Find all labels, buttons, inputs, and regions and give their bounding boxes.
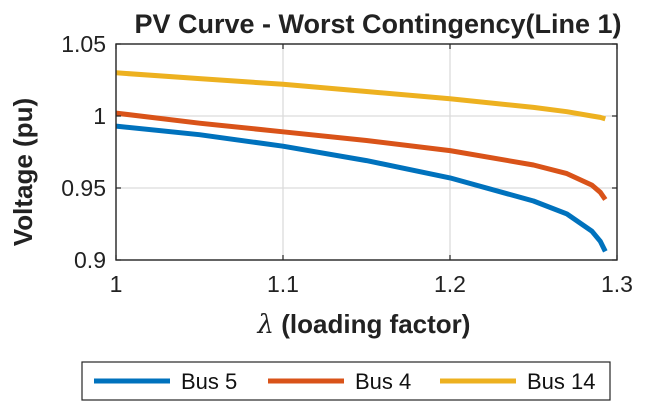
y-tick-label: 1.05 <box>61 31 106 57</box>
x-tick-label: 1 <box>110 271 123 297</box>
x-axis-label: λ (loading factor) <box>257 309 471 340</box>
y-tick-labels: 0.9 0.95 1 1.05 <box>61 31 106 273</box>
series-lines <box>115 70 608 253</box>
plot-frame <box>115 43 618 261</box>
series-line-bus-14 <box>115 70 607 122</box>
x-tick-label: 1.2 <box>434 271 466 297</box>
x-tick-labels: 1 1.1 1.2 1.3 <box>110 271 633 297</box>
legend: Bus 5 Bus 4 Bus 14 <box>81 361 611 401</box>
x-tick-label: 1.3 <box>601 271 633 297</box>
y-axis-label: Voltage (pu) <box>8 98 38 246</box>
tick-marks <box>115 43 618 261</box>
x-axis-label-text: (loading factor) <box>274 309 470 339</box>
legend-label-bus-5: Bus 5 <box>181 369 237 394</box>
x-axis-label-symbol: λ <box>257 310 274 340</box>
legend-label-bus-14: Bus 14 <box>527 369 596 394</box>
series-line-bus-4 <box>115 110 608 201</box>
y-tick-label: 0.95 <box>61 175 106 201</box>
legend-label-bus-4: Bus 4 <box>355 369 411 394</box>
series-line-bus-5 <box>115 123 608 253</box>
chart-title: PV Curve - Worst Contingency(Line 1) <box>134 9 621 39</box>
x-tick-label: 1.1 <box>267 271 299 297</box>
y-tick-label: 0.9 <box>74 247 106 273</box>
y-tick-label: 1 <box>93 103 106 129</box>
